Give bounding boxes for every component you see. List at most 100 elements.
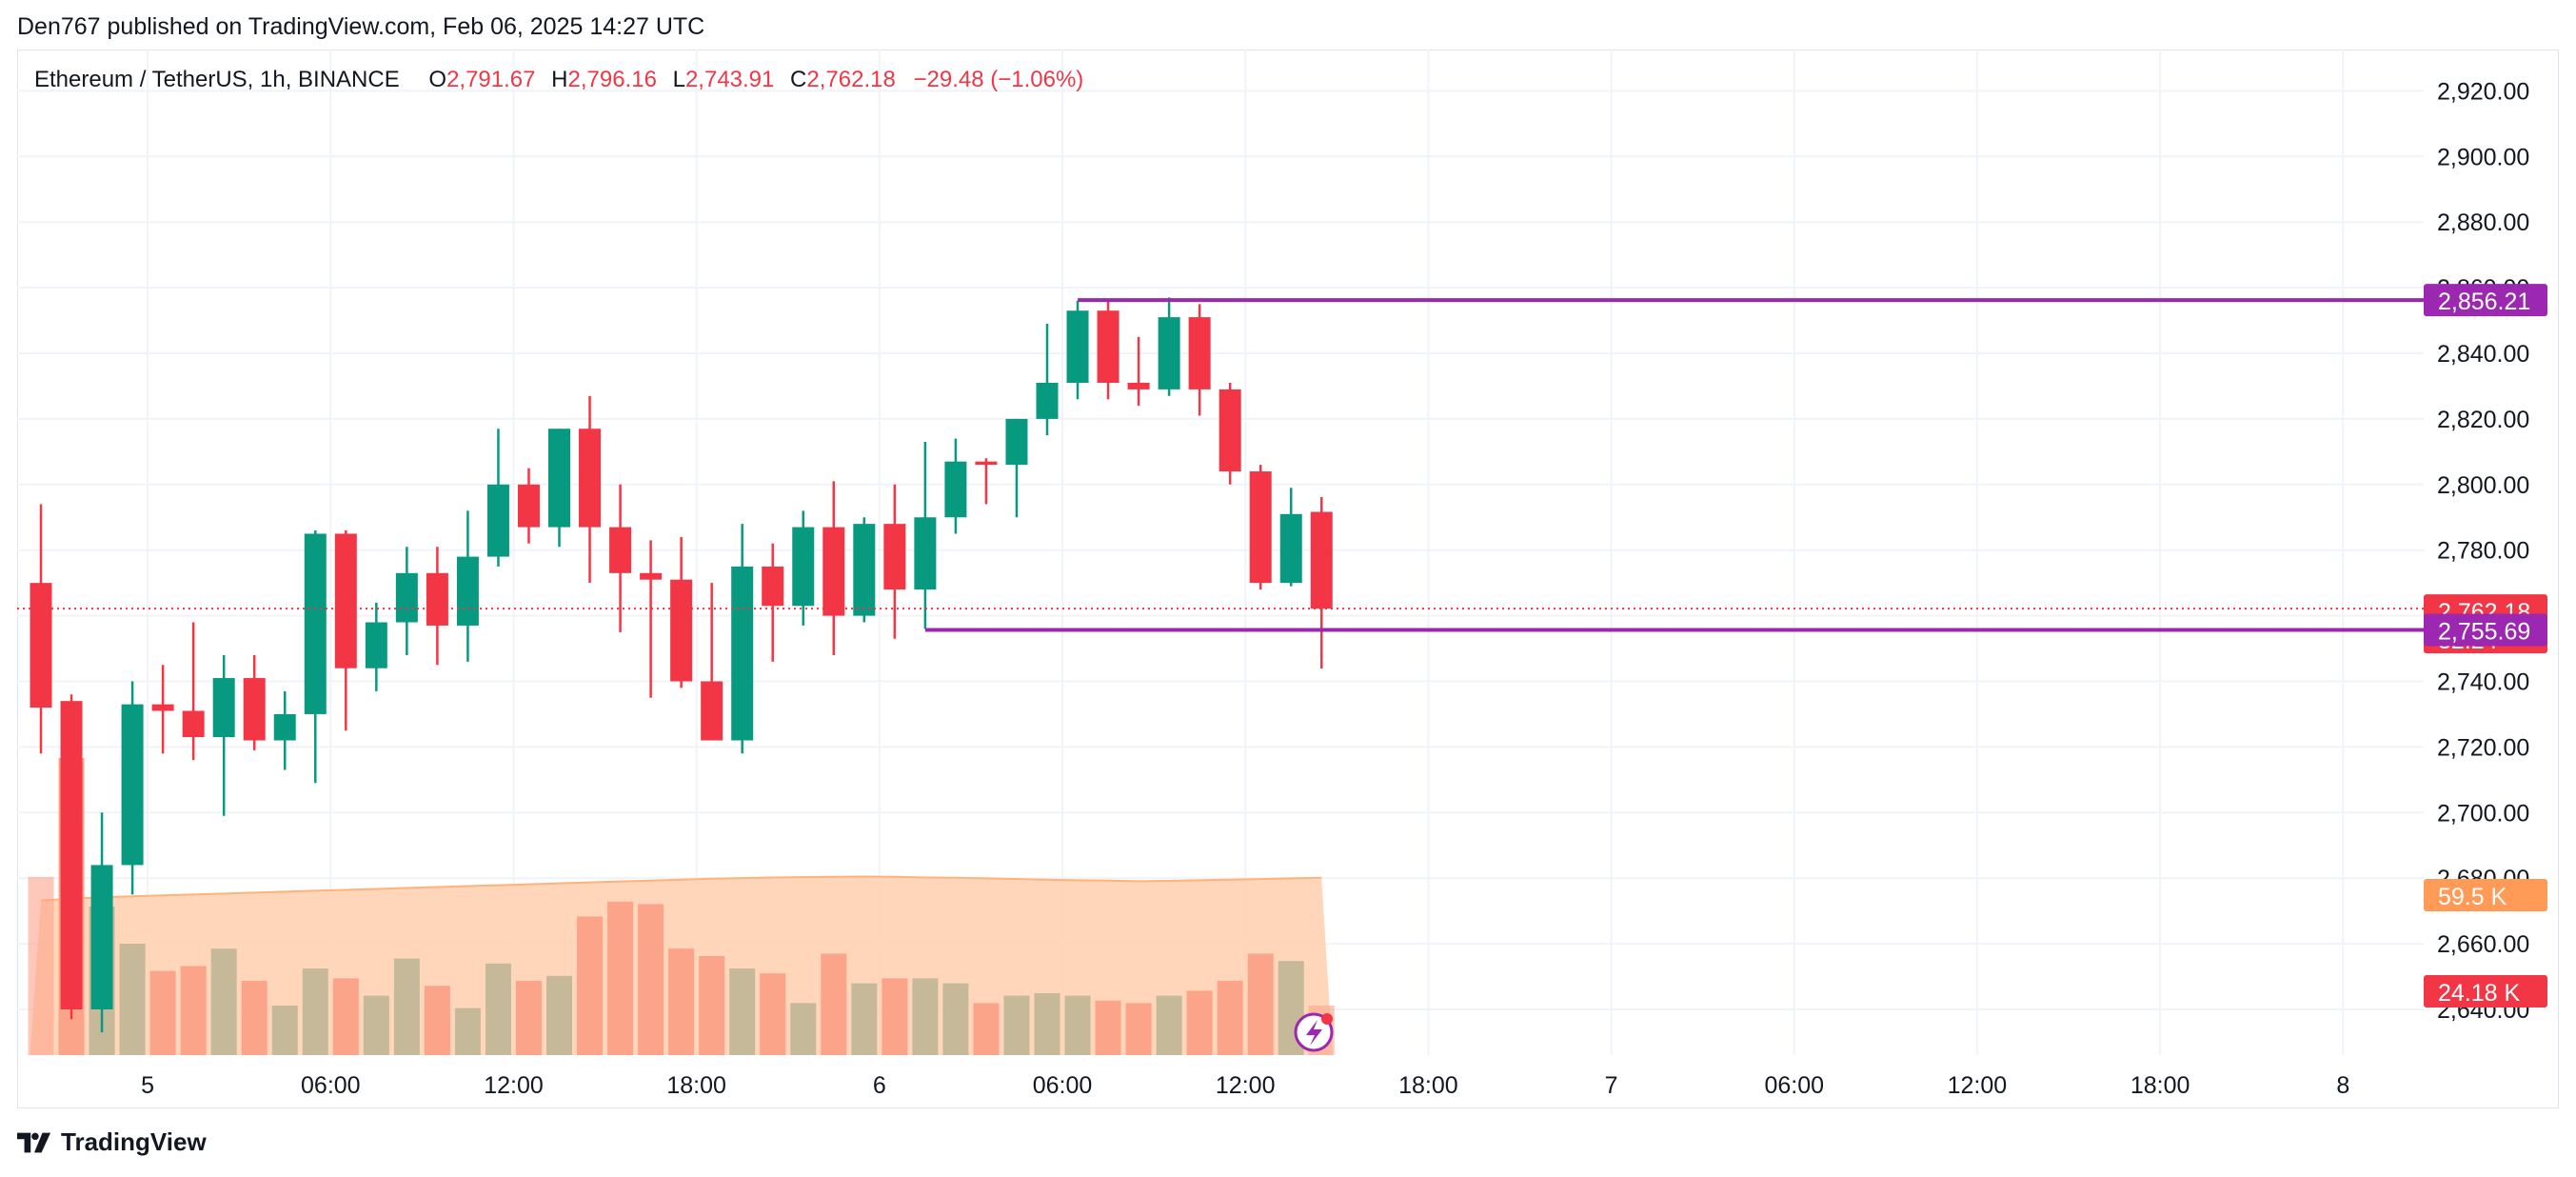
- candle-body: [1279, 513, 1302, 584]
- y-tick-label: 2,820.00: [2437, 407, 2529, 433]
- open-value: 2,791.67: [446, 67, 536, 92]
- resistance-price-label: 2,856.21: [2424, 284, 2547, 317]
- candle-body: [1097, 310, 1120, 384]
- volume-bar: [607, 901, 634, 1055]
- candle-body: [1036, 383, 1059, 419]
- candle-body: [121, 704, 144, 866]
- x-tick-label: 06:00: [301, 1072, 361, 1099]
- x-tick-label: 06:00: [1033, 1072, 1093, 1099]
- published-header: Den767 published on TradingView.com, Feb…: [17, 13, 704, 41]
- candle-body: [243, 678, 266, 741]
- candle-body: [731, 566, 754, 741]
- candle-body: [60, 701, 83, 1009]
- volume-bar: [180, 966, 207, 1055]
- volume-bar: [515, 981, 542, 1055]
- volume-ma-label-bg: [2424, 879, 2547, 911]
- volume-last-label: 24.18 K: [2424, 975, 2547, 1007]
- candle-body: [609, 527, 632, 573]
- low-value: 2,743.91: [684, 67, 775, 92]
- y-tick-label: 2,920.00: [2437, 78, 2529, 105]
- tradingview-logo-icon: [17, 1132, 51, 1152]
- volume-bar: [485, 963, 511, 1055]
- x-tick-label: 6: [873, 1072, 886, 1099]
- volume-bar: [760, 973, 786, 1055]
- candle-body: [1310, 511, 1333, 609]
- volume-bar: [454, 1007, 481, 1055]
- candle-body: [212, 678, 235, 738]
- flash-icon[interactable]: [1294, 1012, 1334, 1052]
- candle-body: [151, 704, 174, 711]
- volume-bar: [393, 958, 420, 1055]
- candle-body: [792, 527, 815, 607]
- volume-bar: [1156, 995, 1182, 1055]
- high-label: H: [551, 67, 568, 92]
- candle-body: [914, 517, 937, 590]
- x-tick-label: 12:00: [484, 1072, 544, 1099]
- volume-bar: [271, 1006, 298, 1055]
- candle-body: [1158, 317, 1180, 389]
- levels[interactable]: [17, 298, 2424, 632]
- y-tick-label: 2,720.00: [2437, 734, 2529, 761]
- volume-bar: [821, 953, 847, 1055]
- candle-body: [701, 681, 723, 741]
- y-tick-label: 2,740.00: [2437, 669, 2529, 696]
- volume-bar: [332, 978, 359, 1055]
- support-price-label: 2,755.69: [2424, 613, 2547, 647]
- brand-name: TradingView: [61, 1127, 207, 1156]
- candle-body: [182, 710, 205, 738]
- x-tick-label: 12:00: [1948, 1072, 2008, 1099]
- candle-body: [1188, 317, 1211, 389]
- candle-body: [883, 524, 906, 590]
- volume-bar: [699, 956, 725, 1055]
- volume-bar: [546, 975, 573, 1055]
- candle-body: [822, 527, 845, 616]
- x-tick-label: 8: [2336, 1072, 2349, 1099]
- candle-body: [1005, 418, 1028, 466]
- candle-body: [90, 865, 113, 1009]
- y-tick-label: 2,780.00: [2437, 538, 2529, 565]
- support-price-label-text: 2,755.69: [2438, 618, 2530, 645]
- volume-ma-label: 59.5 K: [2424, 879, 2547, 911]
- volume-bar: [973, 1003, 1000, 1055]
- x-tick-label: 06:00: [1764, 1072, 1824, 1099]
- candle-body: [426, 572, 448, 626]
- y-tick-label: 2,660.00: [2437, 931, 2529, 958]
- candle-body: [975, 461, 998, 466]
- close-value: 2,762.18: [806, 67, 896, 92]
- volume-bar: [424, 986, 450, 1055]
- candle-body: [365, 622, 387, 668]
- resistance-price-label-text: 2,856.21: [2438, 289, 2530, 315]
- volume-last-label-text: 24.18 K: [2438, 980, 2521, 1007]
- x-tick-label: 7: [1605, 1072, 1618, 1099]
- candle-body: [395, 572, 418, 623]
- candles[interactable]: [30, 297, 1333, 1033]
- x-tick-label: 5: [141, 1072, 154, 1099]
- y-tick-label: 2,700.00: [2437, 800, 2529, 827]
- volume-bar: [1095, 1000, 1121, 1055]
- candle-body: [334, 533, 357, 668]
- volume-bar: [912, 978, 939, 1055]
- symbol-title[interactable]: Ethereum / TetherUS, 1h, BINANCE: [34, 67, 400, 92]
- candle-body: [1249, 471, 1272, 584]
- close-label: C: [790, 67, 807, 92]
- candle-body: [517, 484, 540, 528]
- candle-body: [1066, 310, 1089, 384]
- tradingview-brand[interactable]: TradingView: [17, 1127, 207, 1157]
- volume-bar: [577, 916, 604, 1055]
- volume-bar: [1125, 1003, 1152, 1055]
- volume-bar: [1003, 995, 1030, 1055]
- y-tick-label: 2,880.00: [2437, 209, 2529, 236]
- x-tick-label: 18:00: [2130, 1072, 2190, 1099]
- volume-bar: [1247, 953, 1274, 1055]
- x-tick-label: 12:00: [1216, 1072, 1276, 1099]
- candle-body: [456, 556, 479, 626]
- volume-bar: [1064, 995, 1091, 1055]
- change-value: −29.48 (−1.06%): [913, 67, 1084, 92]
- candle-body: [579, 429, 602, 528]
- volume-bar: [882, 978, 908, 1055]
- volume-bar: [28, 876, 54, 1055]
- candle-body: [486, 484, 509, 557]
- x-tick-label: 18:00: [666, 1072, 726, 1099]
- volume-bar: [668, 948, 695, 1055]
